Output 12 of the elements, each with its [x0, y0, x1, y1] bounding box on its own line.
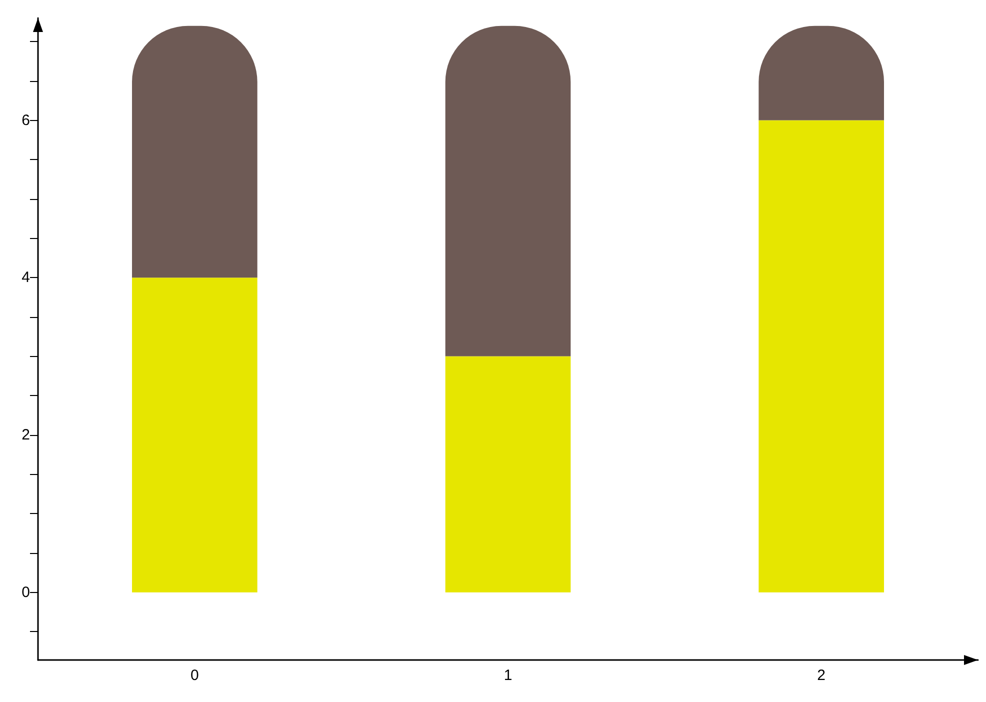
bar	[445, 26, 571, 356]
x-tick-label: 1	[504, 667, 512, 684]
y-tick-label: 2	[22, 426, 30, 444]
x-tick-label: 0	[190, 667, 199, 684]
bar	[445, 356, 571, 592]
y-tick-label: 4	[22, 269, 30, 286]
x-tick-label: 2	[817, 667, 826, 684]
bar	[132, 278, 258, 592]
bar	[758, 120, 884, 592]
y-tick-label: 0	[22, 584, 30, 601]
bar	[132, 26, 258, 278]
y-tick-label: 6	[22, 112, 30, 129]
